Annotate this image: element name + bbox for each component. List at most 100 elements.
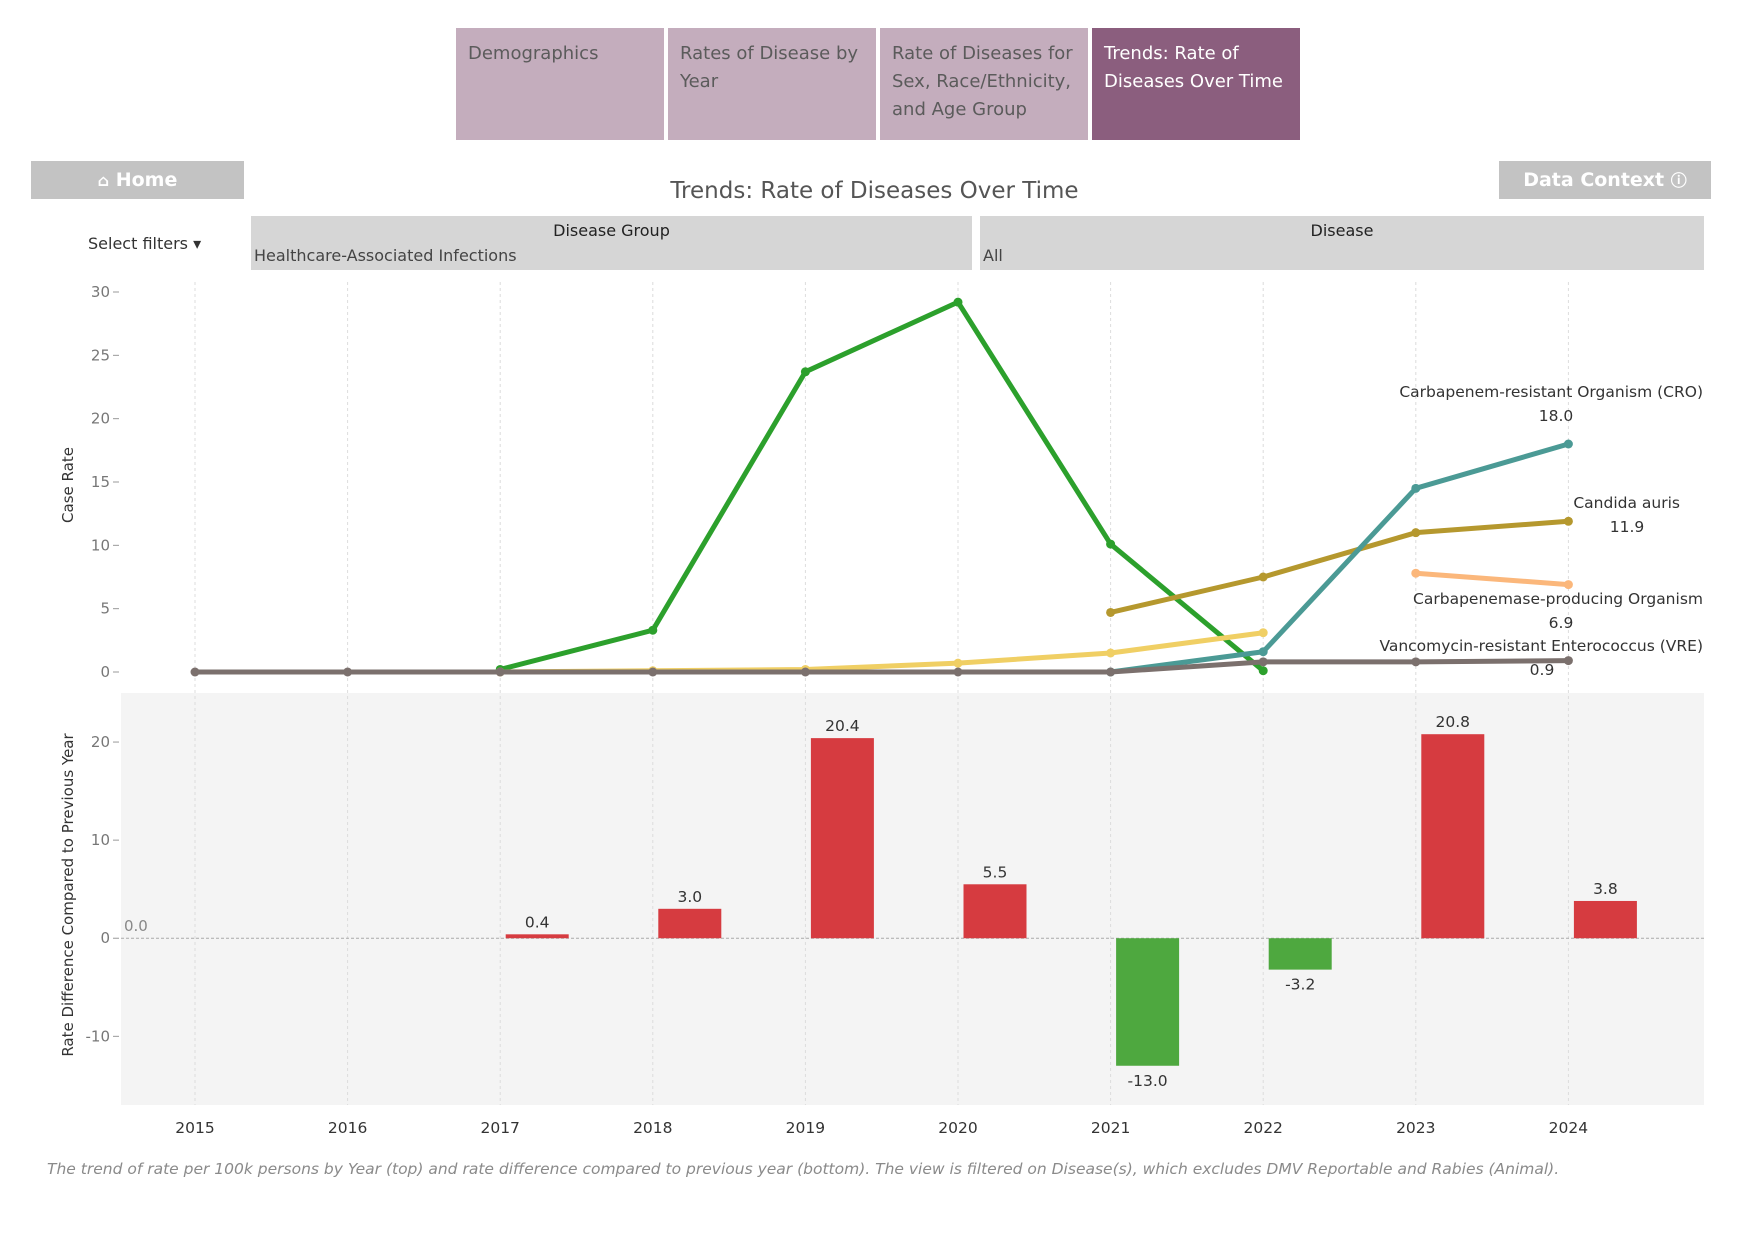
y-tick-label: 25 [91, 346, 110, 364]
footnote: The trend of rate per 100k persons by Ye… [47, 1160, 1560, 1178]
series-point [1563, 439, 1573, 449]
series-point [800, 667, 810, 677]
rate-difference-bar [658, 908, 722, 939]
series-label: Carbapenem-resistant Organism (CRO) [1399, 383, 1703, 401]
series-point [1106, 539, 1116, 549]
series-line [1108, 441, 1571, 675]
series-point [1258, 572, 1268, 582]
series-point [648, 667, 658, 677]
y-tick-label: 30 [91, 283, 110, 301]
series-point [1258, 666, 1268, 676]
rate-difference-bar [963, 884, 1027, 939]
home-button[interactable]: ⌂ Home [31, 161, 244, 199]
disease-group-filter-value: Healthcare-Associated Infections [254, 246, 517, 265]
disease-filter-value: All [983, 246, 1003, 265]
bar-value-label: 3.0 [677, 888, 702, 906]
data-context-button[interactable]: Data Context ⓘ [1499, 161, 1711, 199]
select-filters-label: Select filters ▾ [88, 234, 201, 253]
x-tick-label: 2015 [175, 1119, 214, 1137]
disease-group-filter[interactable]: Disease Group Healthcare-Associated Infe… [251, 216, 972, 270]
rate-difference-bar [1421, 734, 1485, 939]
home-icon: ⌂ [97, 171, 110, 190]
x-tick-label: 2024 [1549, 1119, 1588, 1137]
disease-filter-title: Disease [1310, 221, 1374, 240]
rate-difference-bar [1573, 900, 1637, 939]
series-label: Carbapenemase-producing Organism [1413, 590, 1703, 608]
tab-trends[interactable]: Trends: Rate of Diseases Over Time [1092, 28, 1300, 140]
series-value-label: 18.0 [1539, 407, 1574, 425]
info-icon: ⓘ [1670, 171, 1687, 190]
select-filters-text: Select filters [88, 234, 188, 253]
series-point [1411, 657, 1421, 667]
series-line [1413, 570, 1571, 588]
series-point [495, 667, 505, 677]
disease-group-filter-title: Disease Group [553, 221, 670, 240]
bar-value-label: 3.8 [1593, 880, 1618, 898]
series-point [953, 658, 963, 668]
series-point [1563, 580, 1573, 590]
rate-difference-bar [810, 738, 874, 939]
bar-value-label: 20.8 [1436, 713, 1471, 731]
series-point [1411, 568, 1421, 578]
series-value-label: 11.9 [1610, 518, 1645, 536]
series-point [343, 667, 353, 677]
rate-difference-bar [505, 934, 569, 939]
x-tick-label: 2021 [1091, 1119, 1130, 1137]
y-tick-label: 10 [91, 831, 110, 849]
series-point [1563, 516, 1573, 526]
series-point [1258, 647, 1268, 657]
x-tick-label: 2016 [328, 1119, 367, 1137]
zero-value-label: 0.0 [124, 917, 148, 935]
y-tick-label: 20 [91, 733, 110, 751]
x-tick-label: 2017 [480, 1119, 519, 1137]
x-tick-label: 2023 [1396, 1119, 1435, 1137]
y-tick-label: 0 [100, 663, 110, 681]
series-point [1106, 648, 1116, 658]
y-tick-label: -10 [86, 1027, 111, 1045]
series-point [1411, 528, 1421, 538]
x-tick-label: 2022 [1243, 1119, 1282, 1137]
y-tick-label: 10 [91, 536, 110, 554]
series-line [192, 658, 1571, 675]
series-point [1258, 657, 1268, 667]
x-tick-label: 2019 [786, 1119, 825, 1137]
series-label: Candida auris [1573, 494, 1680, 512]
series-point [800, 367, 810, 377]
disease-filter[interactable]: Disease All [980, 216, 1704, 270]
x-tick-label: 2018 [633, 1119, 672, 1137]
y-axis-label-case-rate: Case Rate [59, 447, 77, 523]
series-point [1258, 628, 1268, 638]
series-label: Vancomycin-resistant Enterococcus (VRE) [1379, 637, 1703, 655]
series-point [190, 667, 200, 677]
rate-difference-bar [1268, 938, 1332, 970]
series-point [1411, 483, 1421, 493]
bar-value-label: -3.2 [1285, 976, 1315, 994]
series-line [497, 299, 1266, 674]
tab-rates-of-disease-by-year[interactable]: Rates of Disease by Year [668, 28, 876, 140]
y-axis-label-rate-difference: Rate Difference Compared to Previous Yea… [59, 733, 77, 1057]
y-tick-label: 0 [100, 929, 110, 947]
series-value-label: 6.9 [1549, 614, 1574, 632]
bar-value-label: 5.5 [983, 863, 1008, 881]
series-point [1563, 656, 1573, 666]
rate-difference-bar [1116, 938, 1180, 1066]
bar-value-label: 20.4 [825, 717, 860, 735]
series-point [953, 297, 963, 307]
filter-icon: ▾ [193, 234, 202, 253]
bar-value-label: -13.0 [1128, 1072, 1168, 1090]
y-tick-label: 20 [91, 410, 110, 428]
tab-rate-of-diseases-demographics[interactable]: Rate of Diseases for Sex, Race/Ethnicity… [880, 28, 1088, 140]
tab-demographics[interactable]: Demographics [456, 28, 664, 140]
x-tick-label: 2020 [938, 1119, 977, 1137]
page-title: Trends: Rate of Diseases Over Time [670, 178, 1079, 204]
y-tick-label: 5 [100, 600, 110, 618]
bar-value-label: 0.4 [525, 913, 550, 931]
home-label: Home [115, 169, 178, 191]
series-point [1106, 667, 1116, 677]
series-point [1106, 607, 1116, 617]
y-tick-label: 15 [91, 473, 110, 491]
data-context-label: Data Context [1523, 169, 1665, 191]
series-point [953, 667, 963, 677]
series-line [1108, 518, 1571, 615]
